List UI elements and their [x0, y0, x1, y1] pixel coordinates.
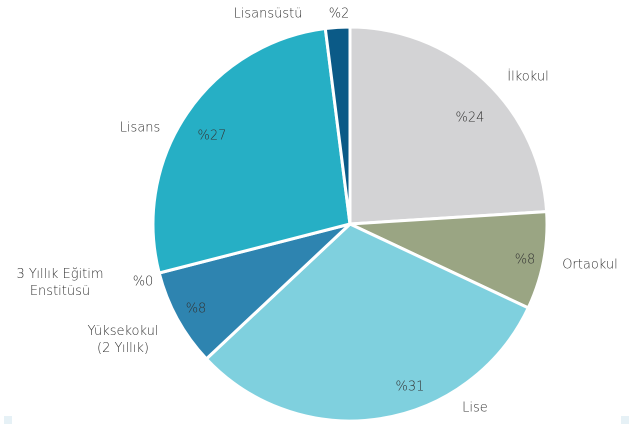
value-label: %31: [395, 379, 425, 395]
corner-marker: [4, 416, 12, 424]
value-label: %27: [197, 128, 227, 144]
pie-slice: [151, 26, 352, 275]
category-label: Lisans: [119, 120, 161, 136]
pie-slice: [204, 222, 531, 423]
pie-slice: [349, 210, 549, 310]
category-label: Ortaokul: [562, 257, 618, 273]
pie-slice: [348, 25, 549, 226]
pie-slice: [157, 222, 352, 361]
pie-slice: [323, 25, 352, 225]
value-label: %8: [514, 252, 536, 268]
category-label: 3 Yıllık Eğitim Enstitüsü: [16, 267, 104, 299]
value-label: %0: [132, 274, 154, 290]
value-label: %8: [185, 301, 207, 317]
category-label: İlkokul: [507, 69, 549, 85]
value-label: %2: [328, 6, 350, 22]
corner-marker: [621, 416, 629, 424]
category-label: Lise: [462, 400, 488, 416]
category-label: Yüksekokul (2 Yıllık): [87, 324, 159, 356]
value-label: %24: [455, 110, 485, 126]
category-label: Lisansüstü: [233, 6, 303, 22]
